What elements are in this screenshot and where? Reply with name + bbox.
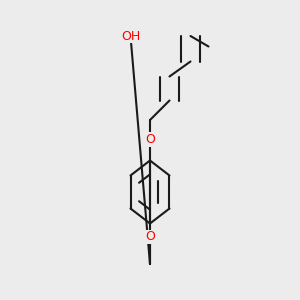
Text: O: O [145,133,155,146]
Text: O: O [145,230,155,244]
Text: OH: OH [121,29,140,43]
